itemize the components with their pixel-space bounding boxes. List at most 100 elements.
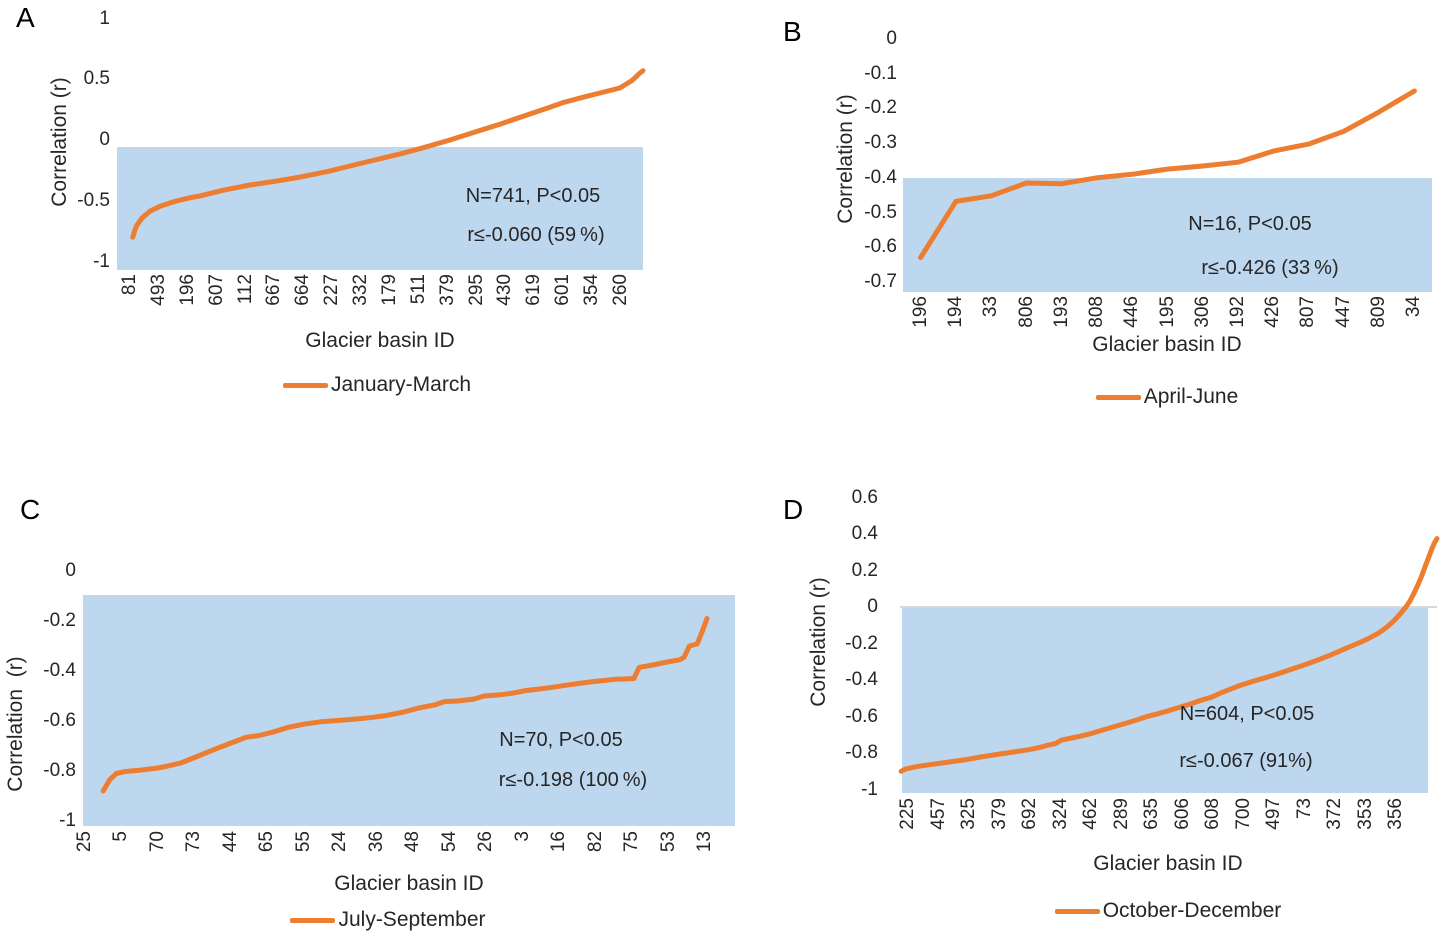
x-tick-label: 36 xyxy=(365,831,387,853)
x-tick-label: 447 xyxy=(1332,296,1354,328)
x-tick-label: 808 xyxy=(1086,296,1108,328)
x-tick-label: 332 xyxy=(350,274,372,306)
annotation-sample-size: N=16, P<0.05 xyxy=(1188,213,1312,235)
x-axis-title: Glacier basin ID xyxy=(1092,333,1242,356)
x-tick-label: 3 xyxy=(511,831,533,842)
x-axis-title: Glacier basin ID xyxy=(305,329,455,352)
x-tick-label: 667 xyxy=(263,274,285,306)
x-tick-label: 75 xyxy=(621,831,643,853)
y-tick-label: 0 xyxy=(99,129,110,150)
panel-label-c: C xyxy=(20,494,41,525)
x-tick-label: 179 xyxy=(378,274,400,306)
y-tick-label: -0.6 xyxy=(864,236,897,258)
y-tick-label: 1 xyxy=(99,7,110,29)
y-tick-label: 0.5 xyxy=(83,68,110,90)
x-tick-label: 619 xyxy=(523,274,545,306)
x-tick-label: 192 xyxy=(1226,296,1248,328)
x-tick-label: 26 xyxy=(475,831,497,853)
annotation-threshold: r≤-0.198 (100 %) xyxy=(498,769,648,791)
x-tick-label: 430 xyxy=(494,274,516,306)
legend-label: October-December xyxy=(1102,899,1282,922)
legend-line-swatch xyxy=(282,382,328,388)
legend-line-swatch xyxy=(290,917,336,923)
x-tick-label: 73 xyxy=(1293,798,1315,820)
x-tick-label: 426 xyxy=(1262,296,1284,328)
significance-band xyxy=(117,147,643,270)
x-tick-label: 306 xyxy=(1191,296,1213,328)
x-tick-label: 635 xyxy=(1141,798,1162,830)
y-tick-label: -1 xyxy=(59,810,76,831)
legend: April-June xyxy=(927,385,1407,409)
series-line xyxy=(918,88,1417,261)
legend-line-swatch xyxy=(1054,908,1100,914)
legend-line-swatch xyxy=(1095,394,1141,400)
annotation-threshold: r≤-0.067 (91%) xyxy=(1179,750,1313,772)
y-tick-label: -0.2 xyxy=(864,97,897,119)
x-tick-label: 664 xyxy=(292,274,314,306)
y-tick-label: -0.2 xyxy=(43,610,76,631)
panel-label-a: A xyxy=(16,2,35,33)
x-tick-label: 295 xyxy=(465,274,487,306)
x-tick-label: 607 xyxy=(205,274,227,306)
y-tick-label: -0.8 xyxy=(43,760,76,781)
x-tick-label: 806 xyxy=(1015,296,1037,328)
x-tick-label: 33 xyxy=(980,296,1002,318)
x-tick-label: 13 xyxy=(694,831,715,853)
x-tick-label: 65 xyxy=(256,831,278,853)
y-tick-label: -0.1 xyxy=(864,62,897,84)
y-tick-label: -0.4 xyxy=(864,166,897,188)
x-tick-label: 511 xyxy=(407,274,429,305)
y-tick-label: 0.2 xyxy=(851,559,878,581)
y-tick-label: -0.7 xyxy=(864,270,897,292)
x-tick-label: 606 xyxy=(1171,798,1193,830)
y-tick-label: -1 xyxy=(861,778,878,800)
x-tick-label: 194 xyxy=(945,296,967,328)
x-tick-label: 379 xyxy=(436,274,458,306)
legend-label: July-September xyxy=(338,908,486,931)
x-tick-label: 462 xyxy=(1080,798,1101,830)
annotation-threshold: r≤-0.060 (59 %) xyxy=(467,224,605,246)
x-tick-label: 54 xyxy=(438,831,460,853)
x-tick-label: 497 xyxy=(1263,798,1284,830)
x-tick-label: 807 xyxy=(1297,296,1319,328)
x-tick-label: 25 xyxy=(74,831,95,853)
x-tick-label: 195 xyxy=(1156,296,1178,328)
x-tick-label: 193 xyxy=(1050,296,1072,328)
x-tick-label: 70 xyxy=(146,831,168,853)
x-tick-label: 493 xyxy=(147,274,169,306)
x-tick-label: 353 xyxy=(1354,798,1376,830)
x-tick-label: 24 xyxy=(329,831,351,853)
x-tick-label: 354 xyxy=(581,274,603,306)
x-tick-label: 324 xyxy=(1049,798,1071,830)
series-line xyxy=(130,68,646,240)
x-tick-label: 44 xyxy=(219,831,241,853)
y-tick-label: -0.6 xyxy=(43,710,76,731)
y-tick-label: -0.8 xyxy=(845,742,878,763)
x-tick-label: 700 xyxy=(1232,798,1254,830)
annotation-sample-size: N=70, P<0.05 xyxy=(499,729,623,751)
x-tick-label: 356 xyxy=(1385,798,1406,830)
x-tick-label: 446 xyxy=(1121,296,1143,328)
annotation-sample-size: N=741, P<0.05 xyxy=(465,185,601,207)
x-tick-label: 225 xyxy=(897,798,918,830)
x-tick-label: 692 xyxy=(1019,798,1040,830)
x-tick-label: 55 xyxy=(292,831,314,853)
x-tick-label: 5 xyxy=(110,831,132,842)
y-tick-label: -0.5 xyxy=(864,201,897,223)
panel-label-b: B xyxy=(783,16,802,47)
x-tick-label: 196 xyxy=(176,274,198,306)
x-tick-label: 809 xyxy=(1367,296,1389,328)
x-tick-label: 227 xyxy=(321,274,343,306)
y-tick-label: 0 xyxy=(886,28,897,49)
x-tick-label: 34 xyxy=(1403,296,1424,318)
y-tick-label: -0.6 xyxy=(845,705,878,727)
legend: January-March xyxy=(137,373,617,397)
legend-label: April-June xyxy=(1143,385,1239,408)
x-tick-label: 457 xyxy=(927,798,949,830)
legend-label: January-March xyxy=(330,373,472,396)
x-tick-label: 372 xyxy=(1324,798,1345,830)
y-tick-label: -0.4 xyxy=(845,669,878,690)
y-tick-label: -0.5 xyxy=(77,189,110,211)
